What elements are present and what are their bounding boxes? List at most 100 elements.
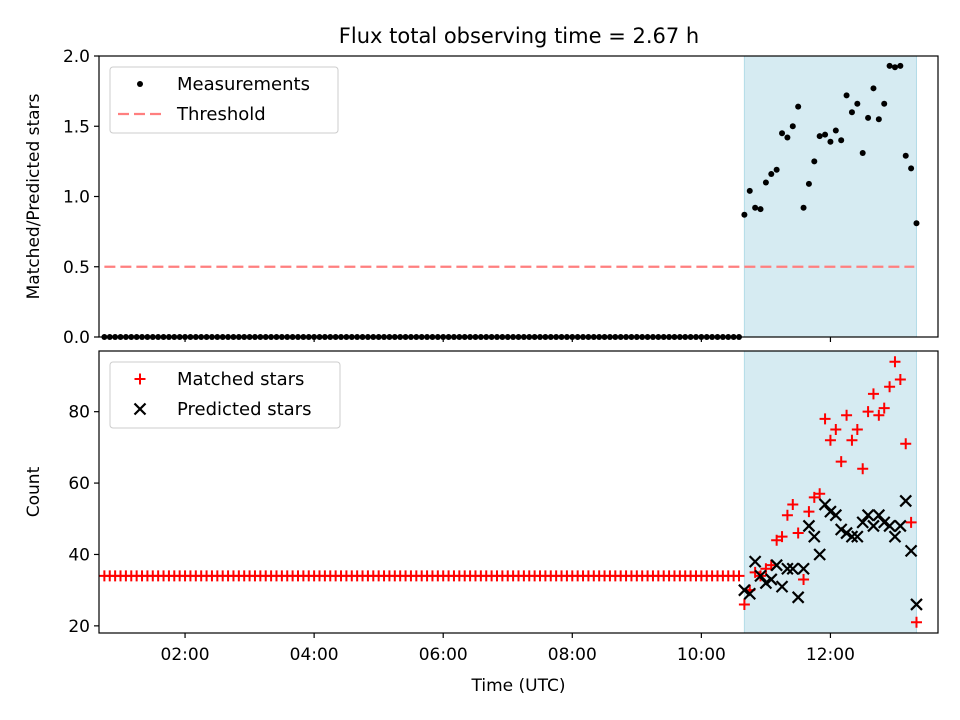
data-point-matched <box>846 434 858 446</box>
data-point-matched <box>905 516 917 528</box>
legend-marker-measurements <box>137 81 143 87</box>
data-point-predicted <box>748 555 762 568</box>
data-point-measurement <box>854 100 861 107</box>
data-point-predicted <box>845 530 859 543</box>
data-point-measurement <box>886 62 893 69</box>
data-point-predicted <box>770 558 783 572</box>
x-tick-label: 12:00 <box>806 645 855 665</box>
data-point-matched <box>738 598 750 610</box>
data-point-measurement <box>838 137 845 144</box>
data-point-measurement <box>832 127 839 134</box>
data-point-predicted <box>775 580 789 593</box>
data-point-predicted <box>899 494 913 508</box>
legend-box <box>109 66 339 134</box>
legend-marker-predicted <box>133 402 147 416</box>
legend-label: Threshold <box>176 104 266 125</box>
y-tick-label: 1.0 <box>63 188 90 208</box>
data-point-matched <box>798 573 810 585</box>
data-point-matched <box>841 409 853 421</box>
data-point-measurement <box>795 103 802 110</box>
legend-marker-matched <box>134 373 146 385</box>
data-point-matched <box>884 381 896 393</box>
data-point-matched <box>889 356 901 368</box>
data-point-matched <box>857 463 869 475</box>
data-point-predicted <box>754 569 767 583</box>
data-point-measurement <box>897 62 904 69</box>
data-point-predicted <box>872 508 886 522</box>
data-point-matched <box>830 424 842 436</box>
data-point-matched <box>787 498 799 510</box>
data-point-measurement <box>741 211 748 218</box>
data-point-predicted <box>851 530 864 543</box>
panel-star-counts: 20 40 60 80 02:00 04:00 06:00 08:00 10:00 12:00 Co… <box>24 350 939 696</box>
x-tick-label: 04:00 <box>290 645 339 665</box>
x-tick-label: 06:00 <box>419 645 468 665</box>
data-point-measurement <box>848 109 855 116</box>
y-tick-label: 20 <box>68 617 90 637</box>
data-point-predicted <box>786 562 800 576</box>
data-point-matched <box>873 409 885 421</box>
data-point-measurement <box>902 152 909 159</box>
data-point-predicted <box>824 505 837 518</box>
data-point-predicted <box>867 519 880 533</box>
data-point-matched <box>781 509 793 521</box>
data-point-predicted <box>856 516 869 529</box>
data-point-predicted <box>910 598 923 611</box>
y-tick-label: 0.5 <box>63 258 90 278</box>
data-point-measurement <box>779 130 786 137</box>
data-point-matched <box>851 424 863 436</box>
data-point-matched <box>862 406 874 418</box>
x-tick-label: 10:00 <box>677 645 726 665</box>
x-axis-label: Time (UTC) <box>471 676 566 696</box>
data-point-predicted <box>883 519 896 533</box>
data-point-measurement <box>757 206 764 213</box>
data-point-measurement <box>805 180 812 187</box>
data-point-matched <box>819 413 831 425</box>
data-point-predicted <box>759 576 773 590</box>
y-tick-label: 0.0 <box>63 328 90 348</box>
y-tick-label: 80 <box>68 403 90 423</box>
data-point-measurement <box>816 133 823 140</box>
data-point-matched <box>814 488 826 500</box>
data-point-measurement <box>875 116 882 123</box>
data-point-predicted <box>834 523 848 536</box>
x-tick-label: 02:00 <box>161 645 210 665</box>
data-point-predicted <box>797 562 810 576</box>
data-point-measurement <box>752 204 759 211</box>
data-point-matched <box>910 616 922 628</box>
data-point-matched <box>733 570 745 582</box>
data-point-matched <box>835 456 847 468</box>
data-point-measurement <box>822 131 829 138</box>
data-point-predicted <box>781 562 794 576</box>
data-point-measurement <box>881 100 888 107</box>
data-point-matched <box>867 388 879 400</box>
data-point-measurement <box>843 92 850 99</box>
data-point-predicted <box>888 530 902 543</box>
figure-title: Flux total observing time = 2.67 h <box>339 24 699 48</box>
data-point-matched <box>900 438 912 450</box>
data-point-measurement <box>908 165 915 172</box>
y-tick-label: 1.5 <box>63 117 90 137</box>
data-point-predicted <box>738 583 751 597</box>
data-point-matched <box>792 527 804 539</box>
data-point-measurement <box>865 114 872 121</box>
x-tick-label: 08:00 <box>548 645 597 665</box>
data-point-predicted <box>877 516 891 529</box>
data-point-measurement <box>762 179 769 186</box>
data-point-matched <box>894 374 906 386</box>
shaded-observing-span <box>743 350 917 634</box>
data-point-predicted <box>840 526 853 540</box>
data-point-matched <box>776 531 788 543</box>
data-point-measurement <box>811 158 818 165</box>
data-point-measurement <box>746 187 753 194</box>
data-point-measurement <box>800 204 807 211</box>
data-point-predicted <box>813 548 826 561</box>
data-point-matched <box>803 506 815 518</box>
panel-matched-predicted-ratio: 0.0 0.5 1.0 1.5 2.0 Matched/Predicted stars Me… <box>24 47 939 348</box>
shaded-observing-span <box>743 55 917 338</box>
data-point-predicted <box>743 587 757 601</box>
legend-label: Predicted stars <box>177 399 311 420</box>
legend-box <box>109 361 341 429</box>
data-point-predicted <box>802 519 816 533</box>
y-tick-label: 40 <box>68 545 90 565</box>
